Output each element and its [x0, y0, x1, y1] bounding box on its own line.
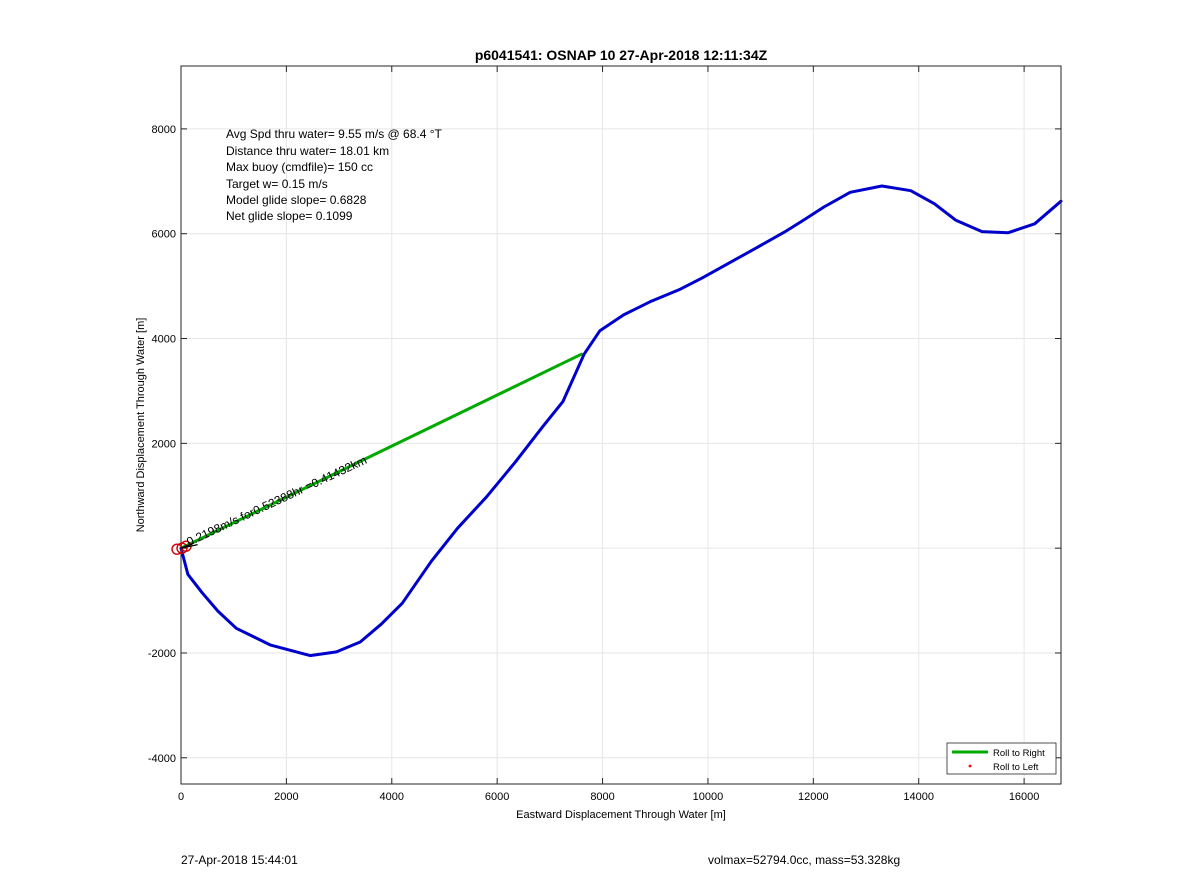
- stats-max-buoy: Max buoy (cmdfile)= 150 cc: [226, 160, 373, 174]
- x-tick-label: 10000: [693, 791, 724, 803]
- roll-right-line: [179, 352, 583, 550]
- x-tick-label: 2000: [274, 791, 298, 803]
- stats-net-glide: Net glide slope= 0.1099: [226, 209, 353, 223]
- x-tick-label: 12000: [798, 791, 829, 803]
- displacement-track-line: [179, 184, 1063, 658]
- x-axis-label: Eastward Displacement Through Water [m]: [516, 809, 726, 821]
- x-tick-label: 0: [178, 791, 184, 803]
- y-tick-label: 2000: [152, 438, 176, 450]
- plot-frame: [180, 65, 1062, 785]
- legend: Roll to Right Roll to Left: [946, 742, 1057, 775]
- y-tick-label: -2000: [148, 648, 176, 660]
- current-arrow: [180, 544, 198, 549]
- ticks: 0 2000 4000 6000 8000 10000 12000 14000 16000 -40…: [148, 66, 1061, 803]
- x-tick-label: 6000: [485, 791, 509, 803]
- start-markers: [171, 540, 198, 555]
- legend-marker-roll-left: [968, 764, 972, 768]
- x-tick-label: 16000: [1009, 791, 1040, 803]
- x-tick-label: 14000: [903, 791, 934, 803]
- x-tick-label: 4000: [380, 791, 404, 803]
- legend-label-roll-right: Roll to Right: [993, 748, 1045, 759]
- series-layer: [179, 184, 1063, 658]
- stats-distance: Distance thru water= 18.01 km: [226, 144, 389, 158]
- y-axis-label: Northward Displacement Through Water [m]: [135, 318, 147, 533]
- stats-avg-speed: Avg Spd thru water= 9.55 m/s @ 68.4 °T: [226, 127, 443, 141]
- chart-title: p6041541: OSNAP 10 27-Apr-2018 12:11:34Z: [475, 47, 768, 63]
- x-tick-label: 8000: [590, 791, 614, 803]
- legend-box: [946, 742, 1057, 775]
- y-tick-label: 4000: [152, 334, 176, 346]
- footer-volmax-mass: volmax=52794.0cc, mass=53.328kg: [708, 853, 901, 867]
- stats-model-glide: Model glide slope= 0.6828: [226, 193, 367, 207]
- legend-label-roll-left: Roll to Left: [993, 762, 1039, 773]
- stats-target-w: Target w= 0.15 m/s: [226, 177, 328, 191]
- y-tick-label: -4000: [148, 753, 176, 765]
- footer-timestamp: 27-Apr-2018 15:44:01: [181, 853, 298, 867]
- y-tick-label: 8000: [152, 124, 176, 136]
- y-tick-label: 6000: [152, 229, 176, 241]
- plot-area: [181, 66, 1061, 784]
- stats-annotation: Avg Spd thru water= 9.55 m/s @ 68.4 °T D…: [226, 127, 443, 223]
- grid: [180, 66, 1061, 784]
